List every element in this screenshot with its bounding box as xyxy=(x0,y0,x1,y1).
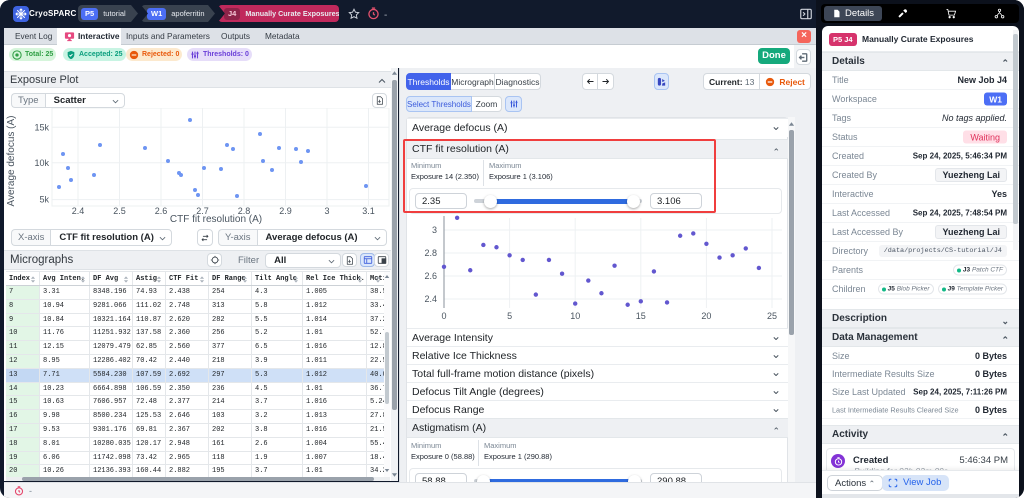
svg-text:20: 20 xyxy=(701,311,711,321)
svg-text:2.8: 2.8 xyxy=(238,206,251,216)
svg-text:5k: 5k xyxy=(39,195,49,205)
svg-text:25: 25 xyxy=(767,311,777,321)
svg-text:3: 3 xyxy=(324,206,329,216)
svg-text:3.1: 3.1 xyxy=(362,206,375,216)
svg-text:0: 0 xyxy=(441,311,446,321)
svg-text:15: 15 xyxy=(636,311,646,321)
svg-text:2.9: 2.9 xyxy=(279,206,292,216)
svg-text:CTF fit resolution (A): CTF fit resolution (A) xyxy=(170,214,262,225)
svg-text:5: 5 xyxy=(507,311,512,321)
svg-text:Average defocus (A): Average defocus (A) xyxy=(6,116,17,207)
svg-text:2.4: 2.4 xyxy=(424,294,437,304)
svg-text:10k: 10k xyxy=(34,158,49,168)
svg-text:2.5: 2.5 xyxy=(113,206,126,216)
svg-text:2.8: 2.8 xyxy=(424,248,437,258)
svg-text:2.6: 2.6 xyxy=(155,206,168,216)
svg-text:10: 10 xyxy=(570,311,580,321)
svg-text:2.6: 2.6 xyxy=(424,271,437,281)
svg-text:3: 3 xyxy=(432,225,437,235)
svg-text:15k: 15k xyxy=(34,122,49,132)
svg-text:2.4: 2.4 xyxy=(72,206,85,216)
svg-text:2.7: 2.7 xyxy=(196,206,209,216)
